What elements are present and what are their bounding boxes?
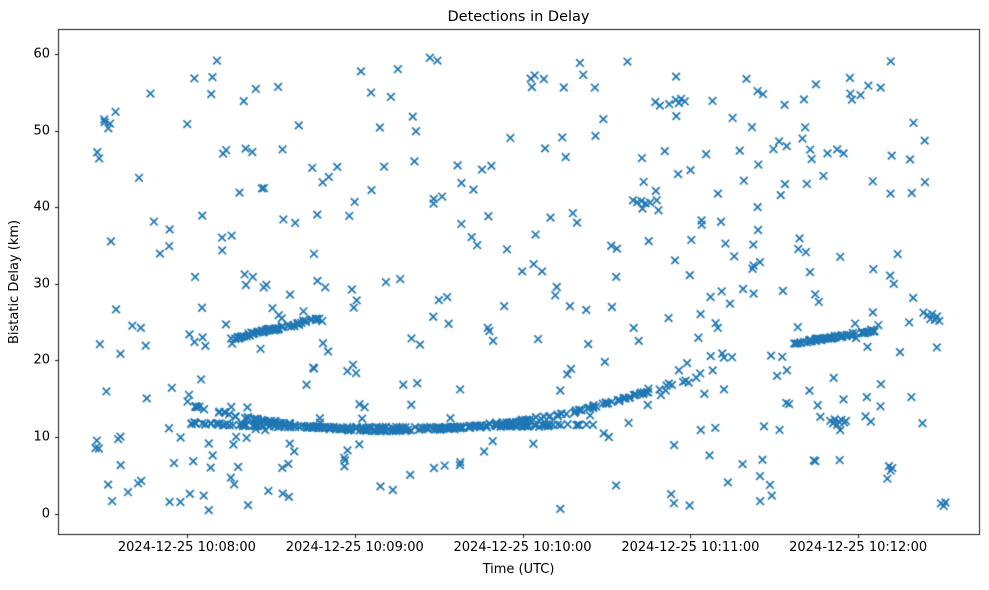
y-tick-label: 20 — [33, 352, 50, 368]
x-tick-label: 2024-12-25 10:11:00 — [621, 540, 760, 555]
y-tick-label: 30 — [33, 276, 50, 292]
y-tick-label: 40 — [33, 199, 50, 215]
y-tick-label: 50 — [33, 123, 50, 139]
x-axis-label: Time (UTC) — [482, 562, 555, 577]
x-tick-label: 2024-12-25 10:12:00 — [789, 540, 928, 555]
y-tick-label: 0 — [41, 506, 50, 522]
y-tick-label: 10 — [33, 429, 50, 445]
x-tick-label: 2024-12-25 10:10:00 — [453, 540, 592, 555]
chart-title: Detections in Delay — [447, 9, 590, 25]
y-tick-label: 60 — [33, 46, 50, 62]
x-tick-label: 2024-12-25 10:08:00 — [117, 540, 256, 555]
x-tick-label: 2024-12-25 10:09:00 — [285, 540, 424, 555]
